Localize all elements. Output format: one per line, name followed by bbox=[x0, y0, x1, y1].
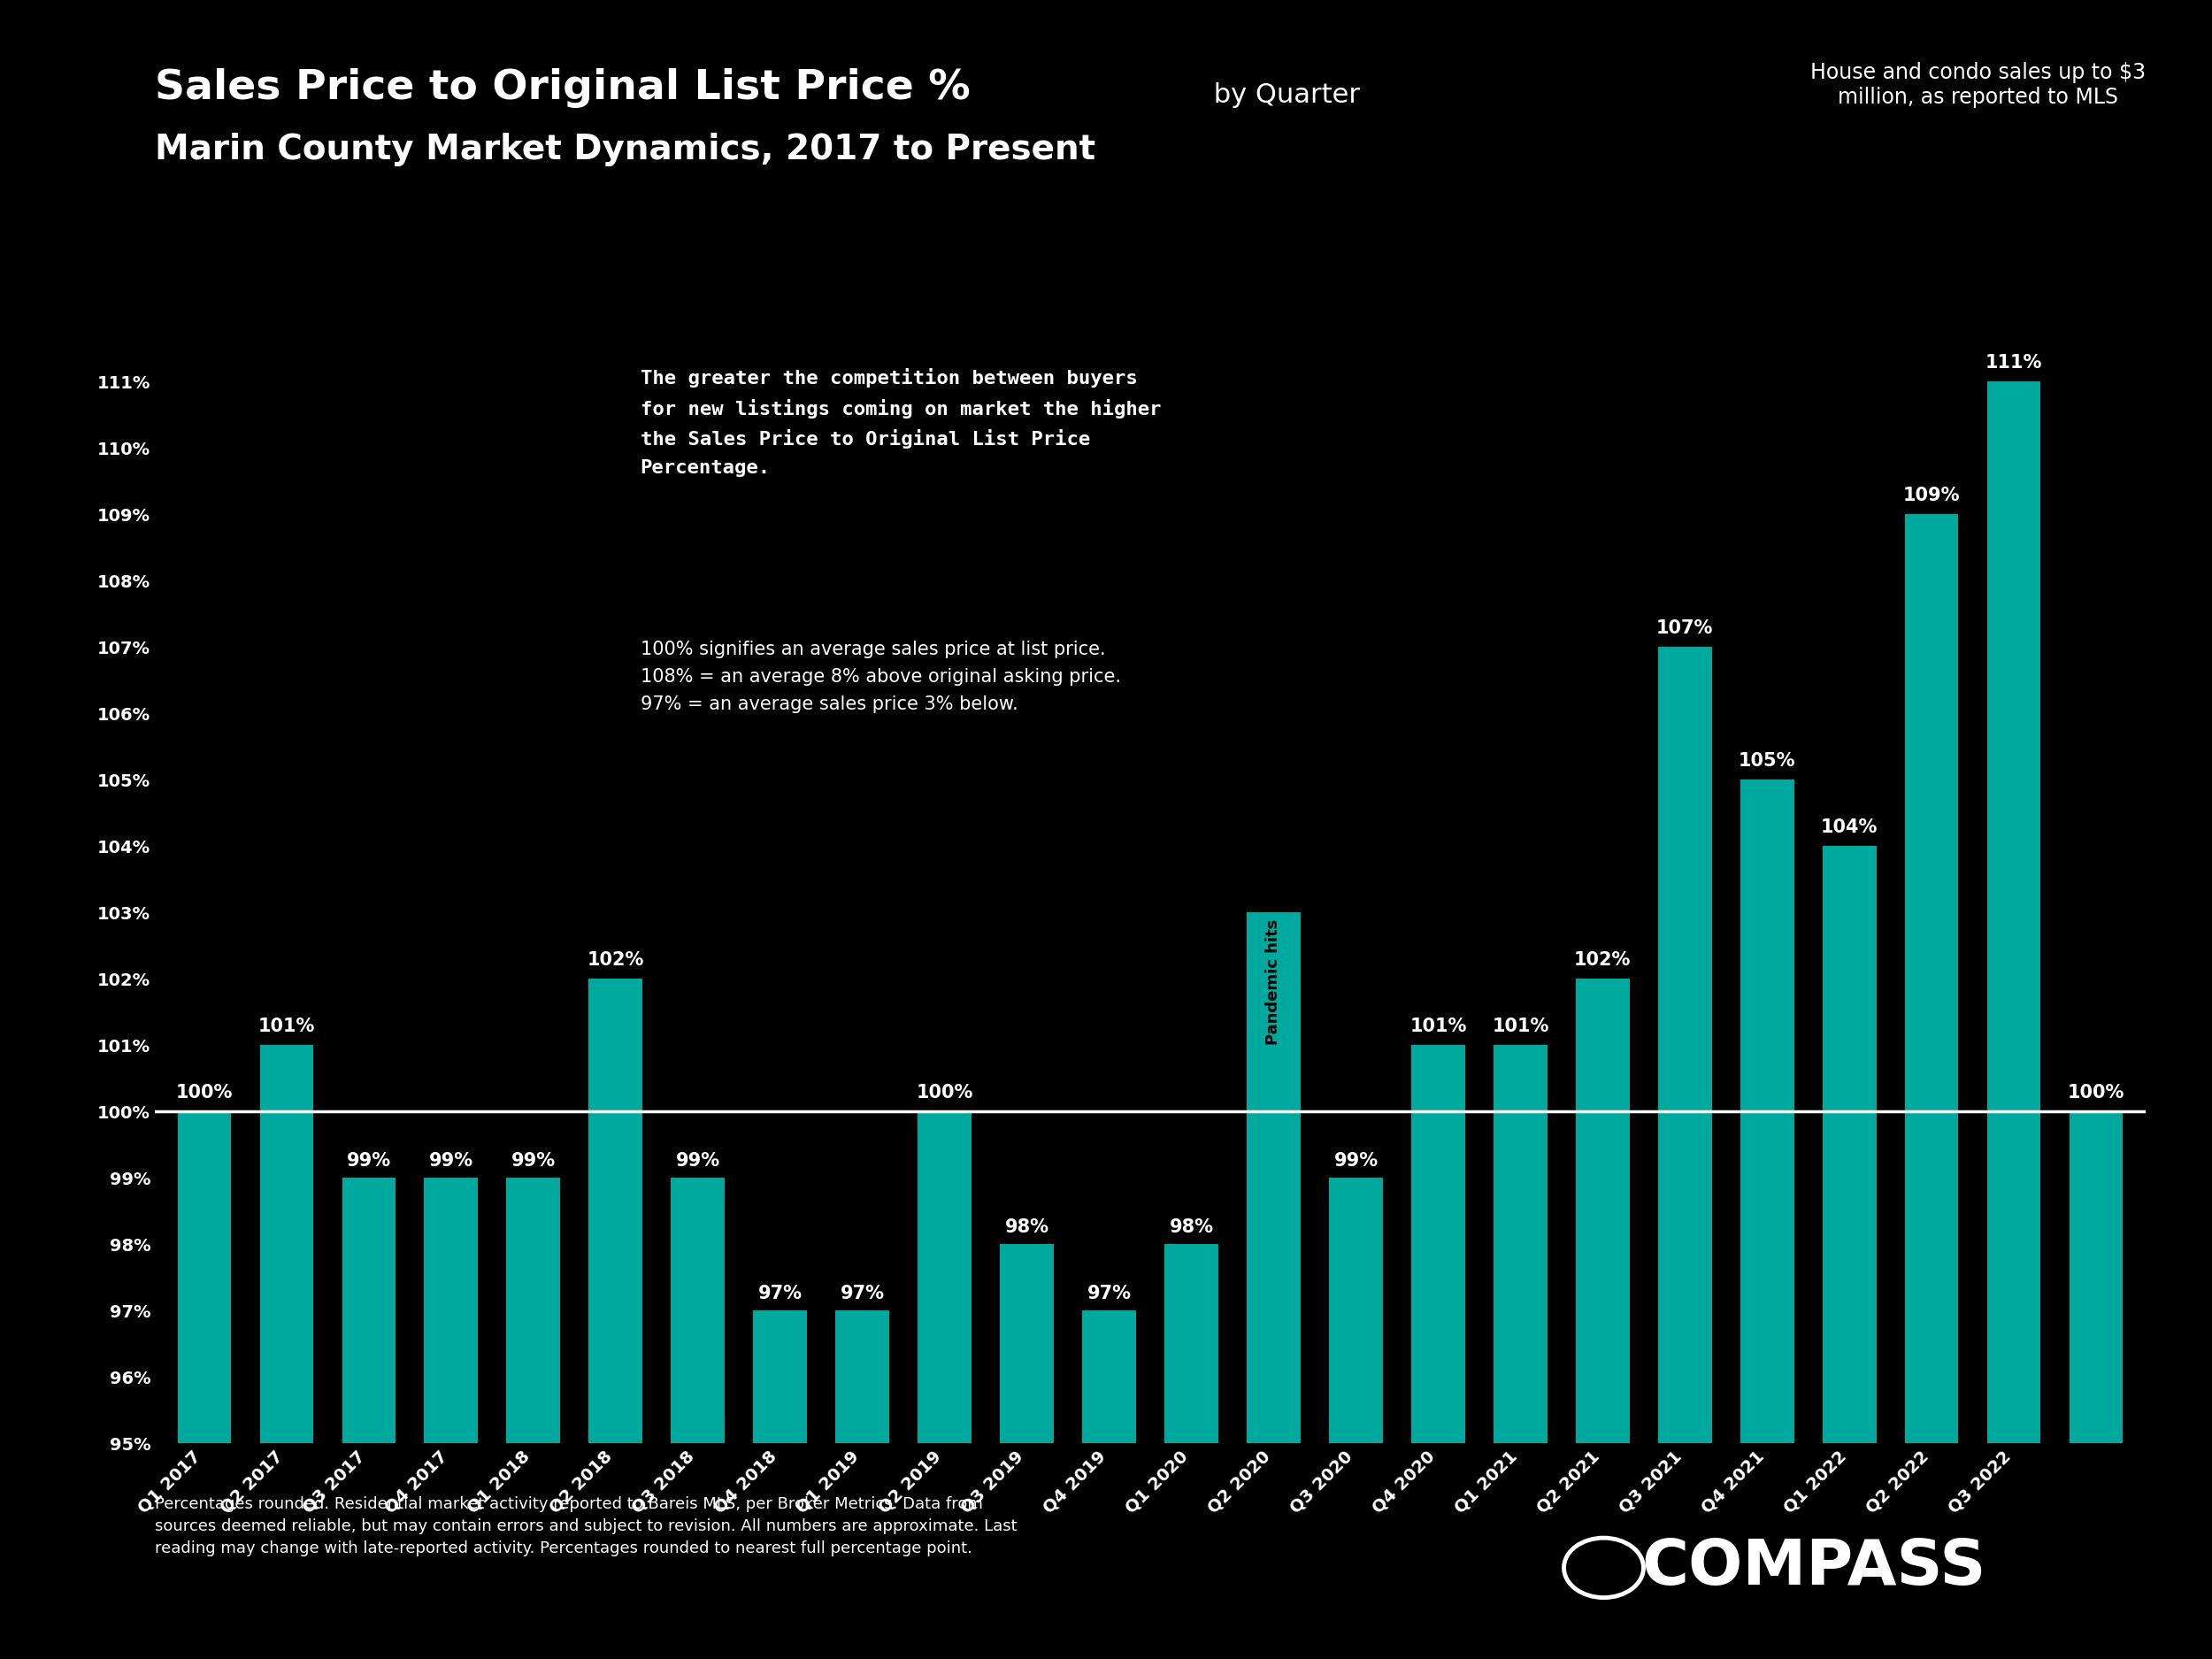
Text: 99%: 99% bbox=[675, 1153, 719, 1170]
Bar bbox=[1329, 1178, 1382, 1443]
Text: House and condo sales up to $3
million, as reported to MLS: House and condo sales up to $3 million, … bbox=[1809, 61, 2146, 108]
Text: by Quarter: by Quarter bbox=[1206, 83, 1360, 108]
Text: 102%: 102% bbox=[586, 951, 644, 969]
Bar bbox=[1082, 1311, 1135, 1443]
Bar bbox=[1000, 1244, 1053, 1443]
Text: 111%: 111% bbox=[1986, 353, 2042, 372]
Text: 100% signifies an average sales price at list price.
108% = an average 8% above : 100% signifies an average sales price at… bbox=[639, 640, 1121, 713]
Text: 101%: 101% bbox=[259, 1017, 314, 1035]
Text: Percentages rounded. Residential market activity reported to Bareis MLS, per Bro: Percentages rounded. Residential market … bbox=[155, 1496, 1018, 1556]
Bar bbox=[1986, 382, 2042, 1443]
Text: 105%: 105% bbox=[1739, 752, 1796, 770]
Bar bbox=[588, 979, 641, 1443]
Bar bbox=[177, 1112, 230, 1443]
Bar bbox=[1411, 1045, 1464, 1443]
Text: Marin County Market Dynamics, 2017 to Present: Marin County Market Dynamics, 2017 to Pr… bbox=[155, 133, 1095, 166]
Bar bbox=[1659, 647, 1712, 1443]
Text: 104%: 104% bbox=[1820, 818, 1878, 836]
Bar bbox=[1575, 979, 1630, 1443]
Text: 99%: 99% bbox=[429, 1153, 473, 1170]
Bar bbox=[2070, 1112, 2124, 1443]
Text: 99%: 99% bbox=[1334, 1153, 1378, 1170]
Bar bbox=[670, 1178, 726, 1443]
Bar bbox=[754, 1311, 807, 1443]
Text: 97%: 97% bbox=[759, 1286, 803, 1302]
Text: 109%: 109% bbox=[1902, 486, 1960, 504]
Text: Pandemic hits: Pandemic hits bbox=[1265, 919, 1281, 1045]
Text: 100%: 100% bbox=[916, 1083, 973, 1102]
Text: 100%: 100% bbox=[2068, 1083, 2126, 1102]
Text: 98%: 98% bbox=[1170, 1219, 1214, 1236]
Text: 99%: 99% bbox=[347, 1153, 392, 1170]
Bar bbox=[1248, 912, 1301, 1443]
Text: 98%: 98% bbox=[1004, 1219, 1048, 1236]
Bar bbox=[425, 1178, 478, 1443]
Text: 97%: 97% bbox=[1086, 1286, 1130, 1302]
Text: COMPASS: COMPASS bbox=[1641, 1538, 1986, 1598]
Bar bbox=[836, 1311, 889, 1443]
Text: 102%: 102% bbox=[1575, 951, 1630, 969]
Text: Sales Price to Original List Price %: Sales Price to Original List Price % bbox=[155, 68, 971, 108]
Text: The greater the competition between buyers
for new listings coming on market the: The greater the competition between buye… bbox=[639, 368, 1161, 476]
Bar bbox=[918, 1112, 971, 1443]
Text: 97%: 97% bbox=[841, 1286, 885, 1302]
Bar bbox=[507, 1178, 560, 1443]
Text: 101%: 101% bbox=[1491, 1017, 1548, 1035]
Text: 101%: 101% bbox=[1409, 1017, 1467, 1035]
Bar bbox=[343, 1178, 396, 1443]
Text: 99%: 99% bbox=[511, 1153, 555, 1170]
Bar bbox=[1741, 780, 1794, 1443]
Text: 107%: 107% bbox=[1657, 619, 1714, 637]
Bar bbox=[259, 1045, 314, 1443]
Bar bbox=[1905, 514, 1958, 1443]
Bar bbox=[1166, 1244, 1219, 1443]
Bar bbox=[1493, 1045, 1546, 1443]
Text: 100%: 100% bbox=[175, 1083, 232, 1102]
Bar bbox=[1823, 846, 1876, 1443]
